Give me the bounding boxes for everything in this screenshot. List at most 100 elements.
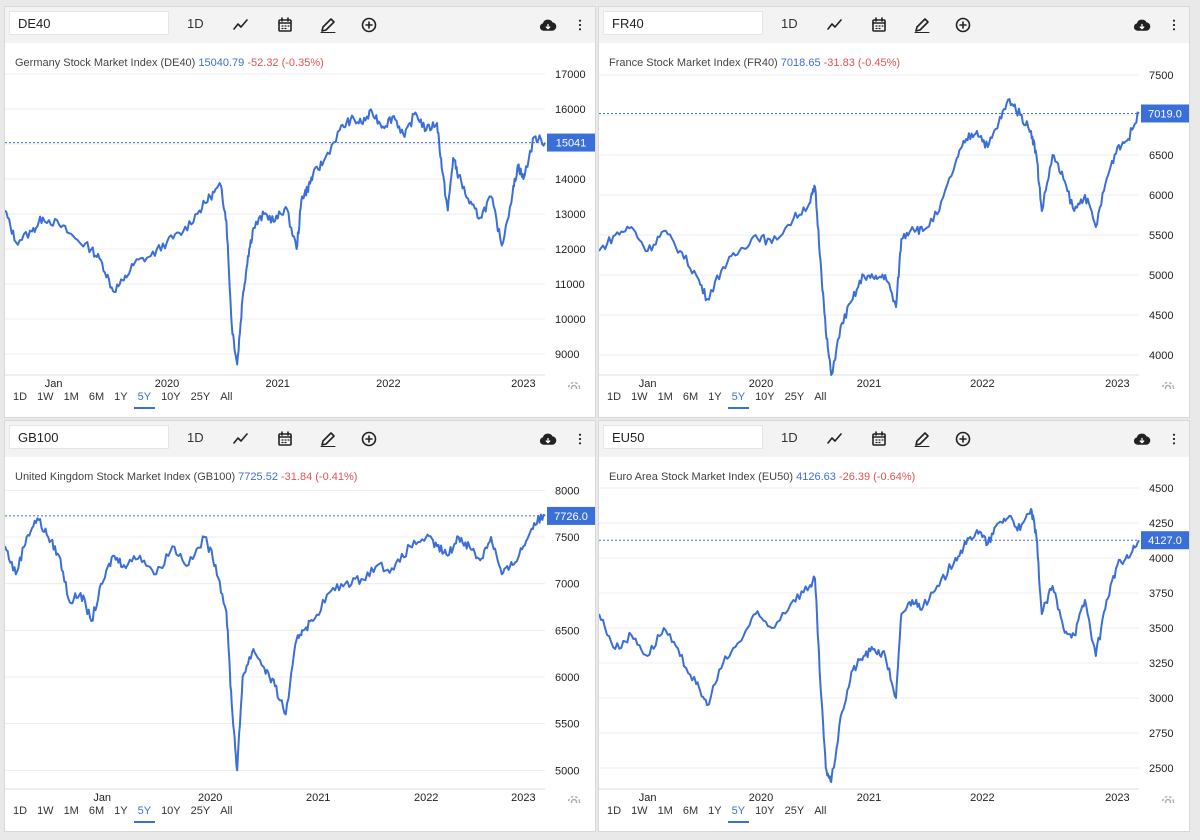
cloud-download-icon[interactable] [1131, 14, 1153, 36]
range-button-1d[interactable]: 1D [13, 805, 28, 817]
line-chart-icon[interactable] [824, 428, 846, 450]
range-button-1y[interactable]: 1Y [114, 805, 128, 817]
timeframe-button[interactable]: 1D [187, 430, 204, 445]
range-button-5y[interactable]: 5Y [727, 391, 750, 409]
settings-gear-icon[interactable] [1161, 381, 1175, 390]
last-price-label: 15041 [556, 138, 587, 150]
symbol-input[interactable]: FR40 [603, 11, 763, 35]
add-circle-icon[interactable] [358, 14, 380, 36]
calendar-icon[interactable] [868, 14, 890, 36]
x-tick-label: 2022 [970, 792, 994, 803]
timeframe-button[interactable]: 1D [187, 16, 204, 31]
range-button-1w[interactable]: 1W [631, 391, 648, 403]
range-button-1w[interactable]: 1W [631, 805, 648, 817]
line-chart-icon[interactable] [230, 14, 252, 36]
y-tick-label: 6000 [555, 672, 579, 684]
price-chart[interactable]: 9000100001100012000130001400015000160001… [5, 43, 595, 389]
range-button-1y[interactable]: 1Y [114, 391, 128, 403]
more-vertical-icon[interactable] [1167, 428, 1181, 450]
range-button-25y[interactable]: 25Y [784, 391, 805, 403]
price-chart[interactable]: 5000 5500 6000 6500 7000 7500 8000 Jan 2020 2021 2… [5, 457, 595, 803]
range-button-1m[interactable]: 1M [657, 805, 673, 817]
last-price-label: 7019.0 [1148, 108, 1182, 120]
price-chart[interactable]: 40004500500055006000650070007500Jan20202… [599, 43, 1189, 389]
range-button-5y[interactable]: 5Y [133, 391, 156, 409]
range-button-6m[interactable]: 6M [88, 805, 105, 817]
y-tick-label: 4500 [1149, 483, 1173, 495]
range-button-1d[interactable]: 1D [13, 391, 28, 403]
range-button-all[interactable]: All [814, 805, 827, 817]
x-tick-label: 2022 [376, 378, 400, 389]
chart-title: Euro Area Stock Market Index (EU50) 4126… [609, 471, 915, 483]
chart-toolbar: EU50 1D [599, 421, 1189, 457]
y-tick-label: 5000 [1149, 270, 1173, 282]
symbol-input[interactable]: GB100 [9, 425, 169, 449]
chart-toolbar: DE40 1D [5, 7, 595, 43]
range-button-1w[interactable]: 1W [37, 805, 54, 817]
y-tick-label: 17000 [555, 69, 586, 81]
calendar-icon[interactable] [274, 428, 296, 450]
range-button-10y[interactable]: 10Y [161, 391, 181, 403]
x-tick-label: 2022 [970, 378, 994, 389]
add-circle-icon[interactable] [952, 428, 974, 450]
range-button-1m[interactable]: 1M [657, 391, 673, 403]
range-button-all[interactable]: All [220, 805, 233, 817]
range-button-6m[interactable]: 6M [682, 391, 699, 403]
pencil-icon[interactable] [911, 428, 933, 450]
range-button-1y[interactable]: 1Y [708, 805, 722, 817]
range-button-1m[interactable]: 1M [63, 391, 79, 403]
range-button-all[interactable]: All [814, 391, 827, 403]
timeframe-button[interactable]: 1D [781, 430, 798, 445]
line-chart-icon[interactable] [230, 428, 252, 450]
last-price-badge [1141, 531, 1189, 550]
add-circle-icon[interactable] [358, 428, 380, 450]
settings-gear-icon[interactable] [567, 795, 581, 804]
range-button-25y[interactable]: 25Y [190, 391, 211, 403]
price-chart[interactable]: 2500 2750 3000 3250 3500 3750 4000 4250 4500 Jan 2… [599, 457, 1189, 803]
range-button-10y[interactable]: 10Y [161, 805, 181, 817]
settings-gear-icon[interactable] [567, 381, 581, 390]
range-button-10y[interactable]: 10Y [755, 391, 775, 403]
range-button-5y[interactable]: 5Y [727, 805, 750, 823]
last-price-badge [547, 133, 595, 152]
range-selector: 1D 1W 1M 6M 1Y 5Y 10Y 25Y All [13, 391, 242, 409]
more-vertical-icon[interactable] [573, 14, 587, 36]
symbol-input[interactable]: EU50 [603, 425, 763, 449]
price-line [599, 508, 1140, 783]
calendar-icon[interactable] [274, 14, 296, 36]
cloud-download-icon[interactable] [537, 14, 559, 36]
calendar-icon[interactable] [868, 428, 890, 450]
x-tick-label: 2021 [857, 378, 881, 389]
range-button-10y[interactable]: 10Y [755, 805, 775, 817]
cloud-download-icon[interactable] [1131, 428, 1153, 450]
pencil-icon[interactable] [317, 14, 339, 36]
range-button-5y[interactable]: 5Y [133, 805, 156, 823]
settings-gear-icon[interactable] [1161, 795, 1175, 804]
range-button-6m[interactable]: 6M [88, 391, 105, 403]
chart-title: Germany Stock Market Index (DE40) 15040.… [15, 57, 324, 69]
cloud-download-icon[interactable] [537, 428, 559, 450]
y-tick-label: 4500 [1149, 310, 1173, 322]
add-circle-icon[interactable] [952, 14, 974, 36]
y-tick-label: 2500 [1149, 763, 1173, 775]
index-name: France Stock Market Index (FR40) [609, 57, 778, 69]
symbol-input[interactable]: DE40 [9, 11, 169, 35]
range-button-1d[interactable]: 1D [607, 805, 622, 817]
panel-de40: DE40 1D Germany Stock Market Index (DE40) … [4, 6, 596, 418]
range-button-1w[interactable]: 1W [37, 391, 54, 403]
more-vertical-icon[interactable] [1167, 14, 1181, 36]
pencil-icon[interactable] [317, 428, 339, 450]
range-button-all[interactable]: All [220, 391, 233, 403]
timeframe-button[interactable]: 1D [781, 16, 798, 31]
y-tick-label: 6500 [1149, 150, 1173, 162]
more-vertical-icon[interactable] [573, 428, 587, 450]
range-button-1d[interactable]: 1D [607, 391, 622, 403]
range-button-25y[interactable]: 25Y [784, 805, 805, 817]
line-chart-icon[interactable] [824, 14, 846, 36]
range-button-6m[interactable]: 6M [682, 805, 699, 817]
range-button-25y[interactable]: 25Y [190, 805, 211, 817]
pencil-icon[interactable] [911, 14, 933, 36]
range-button-1m[interactable]: 1M [63, 805, 79, 817]
y-tick-label: 5000 [555, 765, 579, 777]
range-button-1y[interactable]: 1Y [708, 391, 722, 403]
